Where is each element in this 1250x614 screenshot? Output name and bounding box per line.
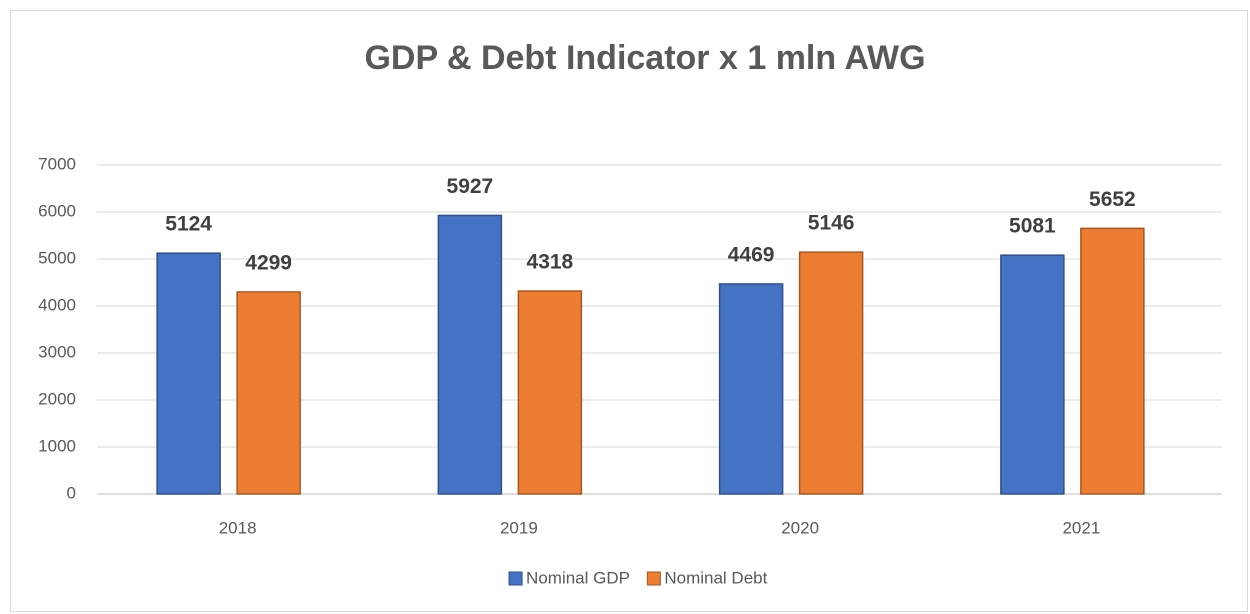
data-label: 5652 — [1089, 188, 1136, 211]
bar — [1000, 254, 1065, 495]
y-tick-label: 3000 — [38, 342, 76, 361]
y-tick-label: 7000 — [38, 154, 76, 173]
x-tick-label: 2020 — [781, 518, 819, 537]
x-tick-label: 2019 — [500, 518, 538, 537]
legend-swatch — [508, 571, 523, 586]
legend-swatch — [646, 571, 661, 586]
bar — [798, 251, 864, 495]
data-label: 5081 — [1009, 215, 1056, 238]
y-tick-label: 6000 — [38, 201, 76, 220]
x-tick-label: 2021 — [1062, 518, 1100, 537]
x-tick-label: 2018 — [219, 518, 257, 537]
legend-label: Nominal Debt — [664, 568, 767, 587]
y-tick-label: 5000 — [38, 248, 76, 267]
bar — [437, 214, 503, 495]
chart-title: GDP & Debt Indicator x 1 mln AWG — [364, 39, 925, 77]
bar — [718, 283, 784, 495]
data-label: 5146 — [808, 212, 855, 235]
data-label: 4318 — [527, 251, 574, 274]
y-tick-label: 0 — [67, 483, 76, 502]
y-tick-label: 2000 — [38, 389, 76, 408]
data-label: 5927 — [447, 175, 494, 198]
bar — [517, 290, 583, 495]
y-tick-label: 1000 — [38, 436, 76, 455]
data-label: 4469 — [728, 244, 775, 267]
legend-label: Nominal GDP — [526, 568, 630, 587]
bar — [1080, 227, 1145, 495]
y-tick-label: 4000 — [38, 295, 76, 314]
bar — [156, 252, 221, 495]
data-label: 5124 — [165, 213, 212, 236]
data-label: 4299 — [245, 251, 292, 274]
bar — [236, 291, 301, 495]
